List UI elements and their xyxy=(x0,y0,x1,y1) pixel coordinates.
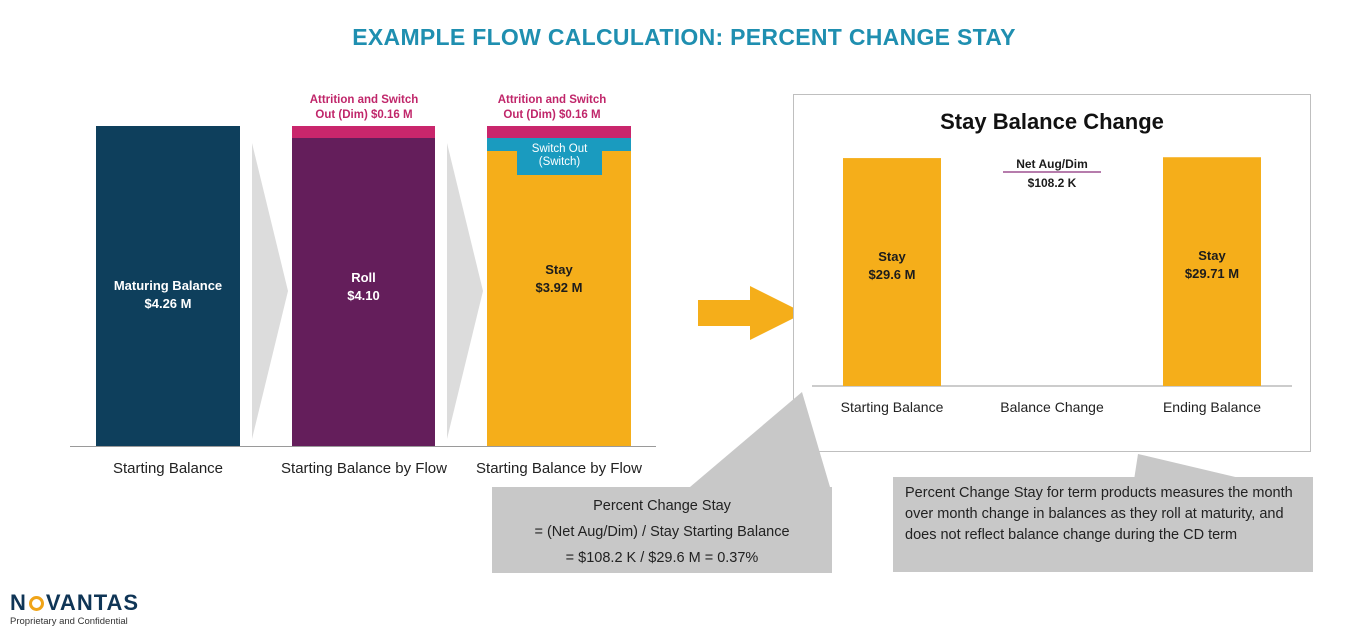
bar xyxy=(1163,157,1261,386)
attrition-segment xyxy=(292,126,435,138)
tick-label: Starting Balance xyxy=(841,399,944,415)
maturing-balance-bar: Maturing Balance $4.26 M xyxy=(96,126,240,446)
logo-o-icon xyxy=(28,595,44,611)
page-title: EXAMPLE FLOW CALCULATION: PERCENT CHANGE… xyxy=(352,24,1016,50)
left-flow-diagram: Maturing Balance $4.26 M Attrition and S… xyxy=(0,0,780,500)
novantas-logo: N VANTAS xyxy=(10,590,139,616)
callout-pointer xyxy=(690,392,830,487)
stay-bar: Stay $3.92 M xyxy=(487,151,631,446)
bar-value: $4.26 M xyxy=(144,296,192,311)
explanation-box: Percent Change Stay for term products me… xyxy=(893,477,1313,572)
annotation-label: Net Aug/Dim xyxy=(1016,157,1088,171)
category-label: Starting Balance by Flow xyxy=(476,460,642,477)
data-label: $29.71 M xyxy=(1185,266,1239,281)
bar-name-label: Stay xyxy=(1198,248,1226,263)
category-label: Starting Balance xyxy=(112,460,224,477)
roll-bar: Roll $4.10 xyxy=(292,138,435,446)
tick-label: Balance Change xyxy=(1000,399,1104,415)
bar-label: Stay xyxy=(545,262,573,277)
stay-balance-chart: Stay Balance Change Stay $29.6 M Starting … xyxy=(793,94,1311,452)
data-label: $29.6 M xyxy=(869,267,916,282)
category-label: Starting Balance by Flow xyxy=(281,460,447,477)
chevron-arrow-icon xyxy=(447,143,483,439)
logo-text: VANTAS xyxy=(45,590,140,615)
chart-title: Stay Balance Change xyxy=(940,109,1164,134)
logo-text: N xyxy=(10,590,27,615)
switch-out-label: Switch Out (Switch) xyxy=(517,141,602,175)
bar-label: Roll xyxy=(351,270,376,285)
formula-box: Percent Change Stay = (Net Aug/Dim) / St… xyxy=(492,487,832,573)
callout-pointer xyxy=(1134,454,1248,480)
annotation-value: $108.2 K xyxy=(1028,176,1077,190)
attrition-note: Attrition and Switch Out (Dim) $0.16 M xyxy=(497,94,607,121)
bar-label: Maturing Balance xyxy=(113,278,223,293)
bar xyxy=(843,158,941,386)
chevron-arrow-icon xyxy=(252,143,288,439)
bar-value: $3.92 M xyxy=(535,280,583,295)
chart-plot: Stay $29.6 M Starting Balance Net Aug/Dim $1… xyxy=(812,157,1292,415)
tick-label: Ending Balance xyxy=(1163,399,1261,415)
formula-line: = (Net Aug/Dim) / Stay Starting Balance xyxy=(534,524,790,540)
right-arrow-icon xyxy=(698,286,804,340)
bar-value: $4.10 xyxy=(347,288,380,303)
baseline xyxy=(70,446,656,447)
tagline: Proprietary and Confidential xyxy=(10,616,128,627)
attrition-note: Attrition and Switch Out (Dim) $0.16 M xyxy=(309,94,419,121)
formula-title: Percent Change Stay xyxy=(593,498,731,514)
formula-line: = $108.2 K / $29.6 M = 0.37% xyxy=(565,550,759,566)
attrition-segment xyxy=(487,126,631,138)
bar-name-label: Stay xyxy=(878,249,906,264)
explanation-text: Percent Change Stay for term products me… xyxy=(905,485,1293,543)
